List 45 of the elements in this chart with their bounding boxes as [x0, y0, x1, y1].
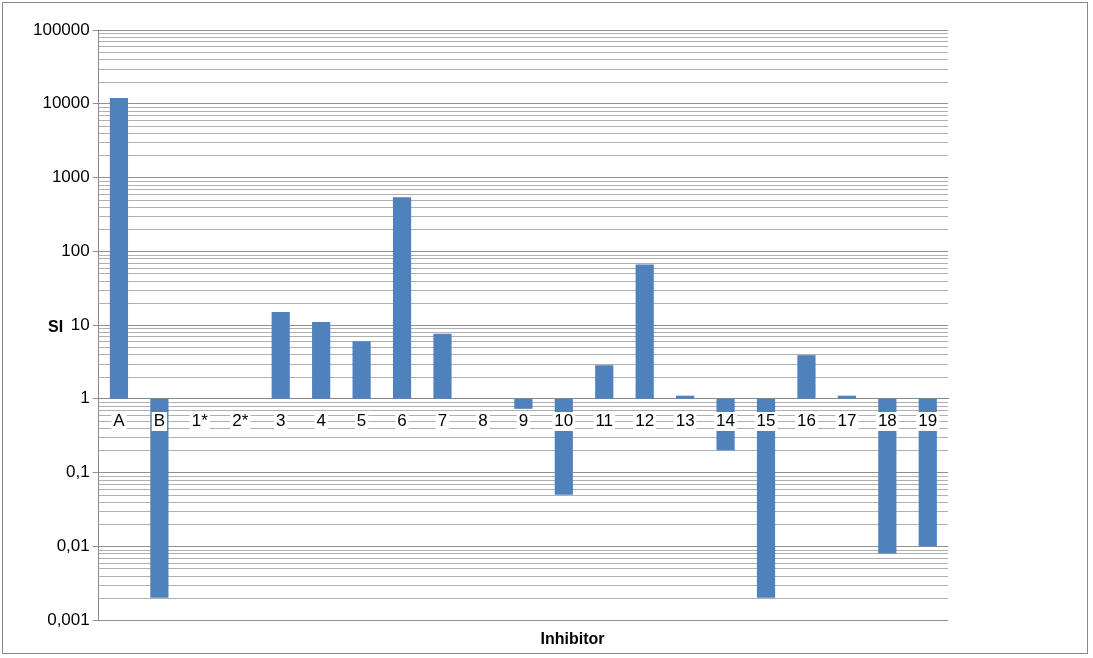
y-tick-label: 1 [80, 388, 90, 408]
bar [837, 395, 856, 399]
bar [352, 341, 371, 399]
bar [271, 312, 290, 399]
y-tick-label: 0,01 [56, 535, 90, 555]
x-tick-label: 12 [635, 411, 655, 431]
x-tick-label: 5 [356, 411, 367, 431]
x-tick-label: 6 [397, 411, 407, 431]
x-tick-label: A [113, 411, 126, 431]
x-tick-label: 14 [716, 411, 736, 431]
bar [150, 398, 169, 598]
x-tick-label: 15 [756, 411, 776, 431]
x-tick-label: B [153, 411, 166, 431]
y-tick-label: 100 [61, 240, 90, 260]
x-tick-label: 3 [275, 411, 286, 431]
y-tick-label: 0,001 [47, 609, 90, 629]
bar [392, 197, 412, 399]
x-tick-label: 10 [554, 411, 574, 431]
x-tick-label: 1* [191, 411, 209, 431]
x-axis-title: Inhibitor [539, 630, 606, 648]
x-tick-label: 11 [595, 411, 614, 431]
x-tick-label: 2* [232, 411, 249, 431]
x-tick-label: 19 [918, 411, 938, 431]
bar [595, 365, 614, 399]
y-tick-label: 100000 [32, 19, 90, 39]
bar [676, 395, 695, 399]
bar [797, 355, 816, 399]
y-tick-label: 0,1 [66, 462, 90, 482]
x-tick-label: 4 [316, 411, 326, 431]
x-tick-label: 9 [518, 411, 529, 431]
x-tick-label: 18 [877, 411, 897, 431]
bar [635, 264, 654, 399]
x-tick-label: 16 [796, 411, 816, 431]
bar [433, 333, 452, 399]
bar [312, 321, 331, 399]
bar [109, 97, 129, 399]
y-tick-label: 1000 [51, 167, 90, 187]
y-tick-label: 10000 [42, 93, 90, 113]
y-axis-title: SI [48, 318, 64, 336]
x-tick-label: 13 [675, 411, 695, 431]
x-tick-label: 17 [837, 411, 857, 431]
x-tick-label: 7 [437, 411, 448, 431]
x-tick-label: 8 [478, 411, 488, 431]
y-tick-label: 10 [70, 314, 90, 334]
bar [514, 398, 533, 409]
